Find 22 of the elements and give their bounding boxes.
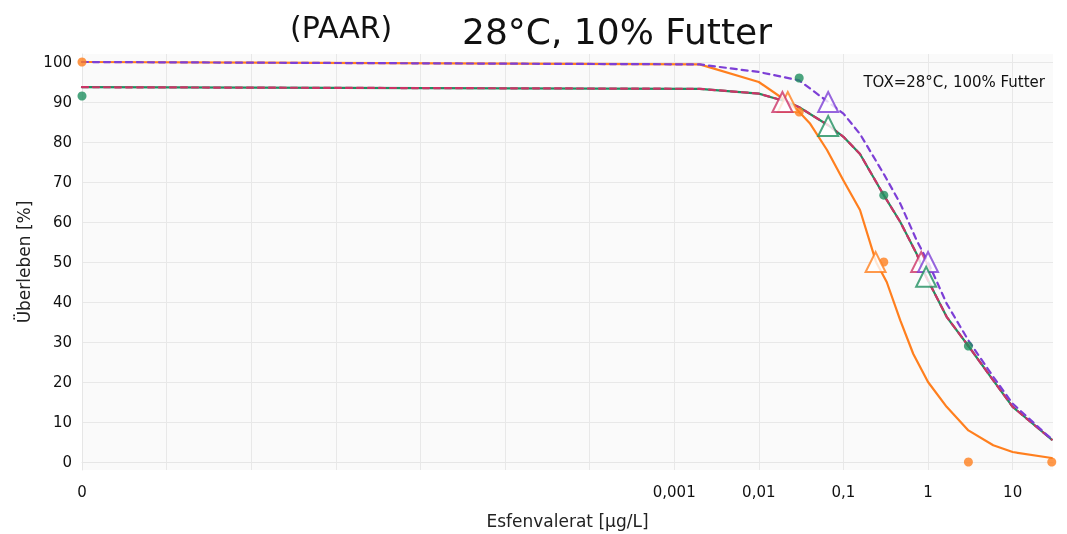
x-tick-label: 10 — [1003, 482, 1023, 501]
text: (PAAR) — [290, 9, 393, 45]
y-tick-label: 10 — [52, 413, 72, 431]
x-tick-label: 1 — [923, 482, 933, 501]
y-axis-title: Überleben [%] — [12, 200, 34, 324]
y-tick-label: 20 — [52, 373, 72, 391]
y-tick-label: 80 — [52, 133, 72, 151]
y-tick-label: 50 — [52, 253, 72, 271]
y-tick-label: 60 — [52, 213, 72, 231]
y-tick-label: 100 — [43, 53, 72, 71]
y-tick-label: 90 — [52, 93, 72, 111]
x-tick-label: 0,01 — [742, 482, 776, 501]
x-axis-title: Esfenvalerat [µg/L] — [486, 510, 649, 531]
x-tick-label: 0,1 — [831, 482, 856, 501]
y-tick-label: 30 — [52, 333, 72, 351]
y-tick-label: 70 — [52, 173, 72, 191]
y-tick-label: 0 — [62, 453, 72, 471]
annotation: TOX=28°C, 100% Futter — [862, 72, 1046, 91]
x-tick-label: 0,001 — [652, 482, 696, 501]
chart-title: 28°C, 10% Futter — [462, 10, 773, 52]
x-tick-label: 0 — [77, 482, 87, 501]
y-tick-label: 40 — [52, 293, 72, 311]
